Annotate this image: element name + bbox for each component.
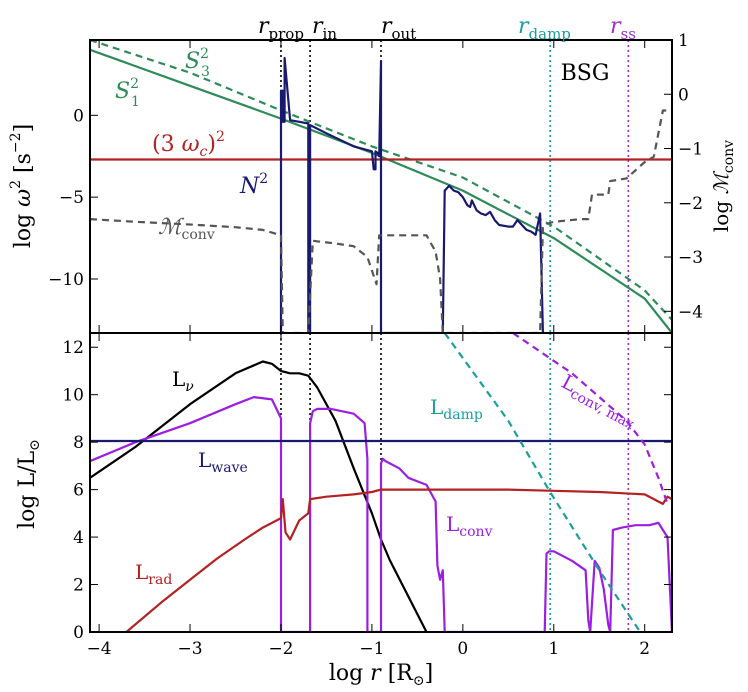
annotation-lconv: Lconv	[446, 512, 493, 540]
marker-label-r-in: rin	[312, 14, 337, 43]
bottom-y-tick-label: 8	[73, 433, 84, 453]
marker-label-r-out: rout	[381, 14, 416, 43]
x-tick-label: 0	[457, 639, 468, 659]
top-panel	[90, 40, 672, 333]
top-y-axis-label: log ω2 [s−2]	[8, 124, 36, 248]
x-tick-label: −2	[268, 639, 293, 659]
bottom-y-axis-label: log L/L⊙	[15, 439, 43, 529]
x-tick-label: 1	[548, 639, 559, 659]
bottom-panel-lines	[90, 333, 672, 632]
top-right-y-tick-label: −1	[678, 140, 703, 160]
top-right-y-tick-label: 0	[678, 85, 689, 105]
top-y-tick-label: 0	[73, 106, 84, 126]
bottom-y-tick-label: 12	[62, 338, 84, 358]
marker-label-r-ss: rss	[610, 14, 636, 43]
top-annotations: S2 1 S2 3 (3 ωc)2 N2 ℳconv	[115, 46, 268, 243]
annotation-mconv: ℳconv	[158, 215, 215, 243]
bottom-series-lconvmax	[512, 333, 669, 505]
top-y-tick-label: −5	[59, 188, 84, 208]
bottom-y-tick-label: 0	[73, 623, 84, 643]
bottom-series-ldamp	[443, 333, 642, 632]
annotation-lnu: Lν	[172, 367, 194, 395]
bottom-panel-frame	[89, 332, 673, 633]
top-right-y-tick-label: 1	[678, 31, 689, 51]
panel-label-bsg: BSG	[561, 61, 610, 86]
x-tick-label: 2	[639, 639, 650, 659]
marker-label-r-prop: rprop	[258, 14, 304, 43]
annotation-n2: N2	[239, 171, 268, 199]
top-series-s1	[90, 48, 672, 333]
top-series-s3	[90, 40, 672, 321]
marker-labels: rprop rin rout rdamp rss	[258, 14, 636, 43]
bottom-y-tick-label: 10	[62, 386, 84, 406]
annotation-lconvmax: Lconv, max	[556, 369, 643, 433]
bottom-y-tick-label: 2	[73, 576, 84, 596]
top-right-y-tick-label: −4	[678, 302, 703, 322]
top-series-n2	[279, 56, 545, 333]
marker-label-r-damp: rdamp	[518, 14, 571, 43]
bottom-y-tick-label: 6	[73, 481, 84, 501]
x-axis-label: log r [R⊙]	[329, 661, 433, 689]
bottom-series-lnu	[90, 360, 428, 632]
annotation-ldamp: Ldamp	[430, 395, 483, 423]
top-right-y-axis-label: log ℳconv	[709, 140, 737, 232]
annotation-s1: S2 1	[115, 76, 140, 110]
annotation-lrad: Lrad	[135, 560, 172, 588]
x-tick-label: −4	[87, 639, 112, 659]
annotation-wc: (3 ωc)2	[152, 129, 225, 160]
top-right-y-tick-label: −2	[678, 194, 703, 214]
x-tick-label: −3	[178, 639, 203, 659]
top-panel-lines	[90, 40, 672, 333]
top-y-tick-label: −10	[48, 270, 84, 290]
bottom-series-lconv	[90, 396, 672, 632]
bottom-panel	[90, 333, 672, 632]
annotation-lwave: Lwave	[198, 448, 248, 476]
bottom-y-tick-label: 4	[73, 528, 84, 548]
x-tick-label: −1	[359, 639, 384, 659]
top-right-y-tick-label: −3	[678, 248, 703, 268]
bottom-series-lrad	[125, 488, 672, 632]
